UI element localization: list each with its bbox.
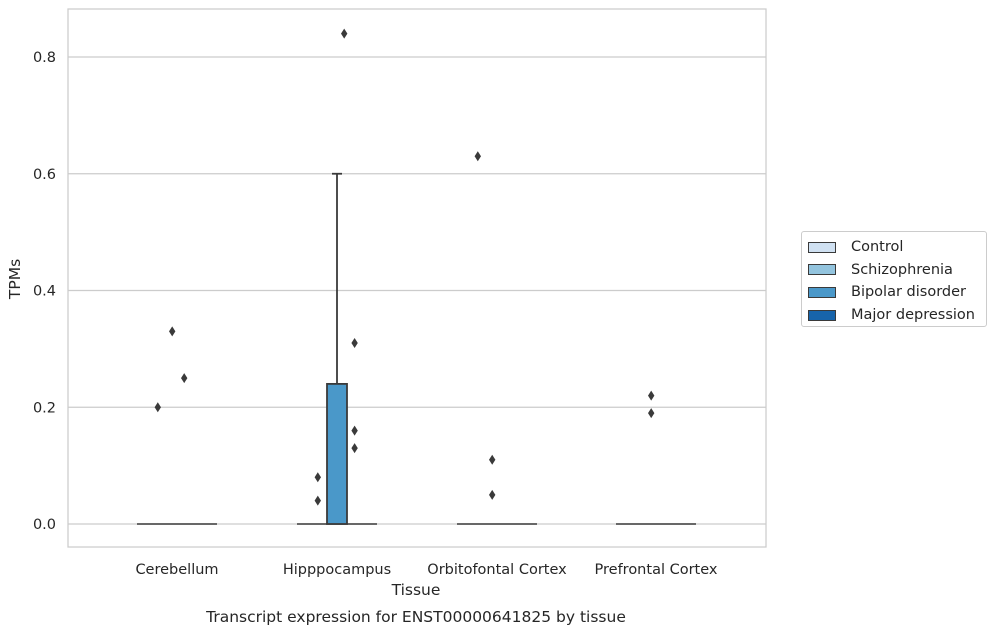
outlier-point [351,443,358,454]
outlier-point [341,28,348,39]
legend-label: Bipolar disorder [851,284,966,301]
outlier-point [648,390,655,401]
outlier-point [351,338,358,349]
outlier-point [489,489,496,500]
outlier-point [314,495,321,506]
legend: Control Schizophrenia Bipolar disorder Majo… [801,231,987,327]
y-tick-label: 0.8 [33,50,56,66]
legend-swatch [808,286,836,298]
legend-swatch [808,241,836,253]
y-tick-labels: 0.0 0.2 0.4 0.6 0.8 [33,50,56,533]
x-tick-label: Cerebellum [135,562,218,578]
y-tick-label: 0.2 [33,400,56,416]
x-tick-label: Prefrontal Cortex [595,562,718,578]
x-axis-title: Tissue [391,581,441,599]
legend-item: Bipolar disorder [808,281,986,304]
y-tick-label: 0.6 [33,167,56,183]
legend-label: Control [851,239,904,256]
outlier-point [351,425,358,436]
outlier-point [314,472,321,483]
legend-item: Schizophrenia [808,259,986,282]
y-tick-label: 0.0 [33,517,56,533]
legend-item: Control [808,236,986,259]
y-tick-label: 0.4 [33,284,56,300]
outlier-point [181,373,188,384]
legend-label: Schizophrenia [851,261,953,278]
chart-title: Transcript expression for ENST0000064182… [205,608,626,626]
legend-swatch [808,264,836,276]
legend-item: Major depression [808,304,986,327]
gridlines [68,56,766,525]
outlier-point [474,151,481,162]
x-tick-label: Hipppocampus [283,562,391,578]
y-axis-title: TPMs [6,259,24,300]
outlier-point [169,326,176,337]
x-tick-label: Orbitofontal Cortex [427,562,567,578]
outlier-point [489,454,496,465]
plot-area-frame [67,8,767,548]
legend-swatch [808,309,836,321]
x-tick-labels: Cerebellum Hipppocampus Orbitofontal Corte… [135,562,717,578]
legend-label: Major depression [851,307,975,324]
outlier-point [154,402,161,413]
outlier-point [648,408,655,419]
box [326,382,348,525]
boxes [137,172,696,525]
outlier-points [154,28,655,506]
